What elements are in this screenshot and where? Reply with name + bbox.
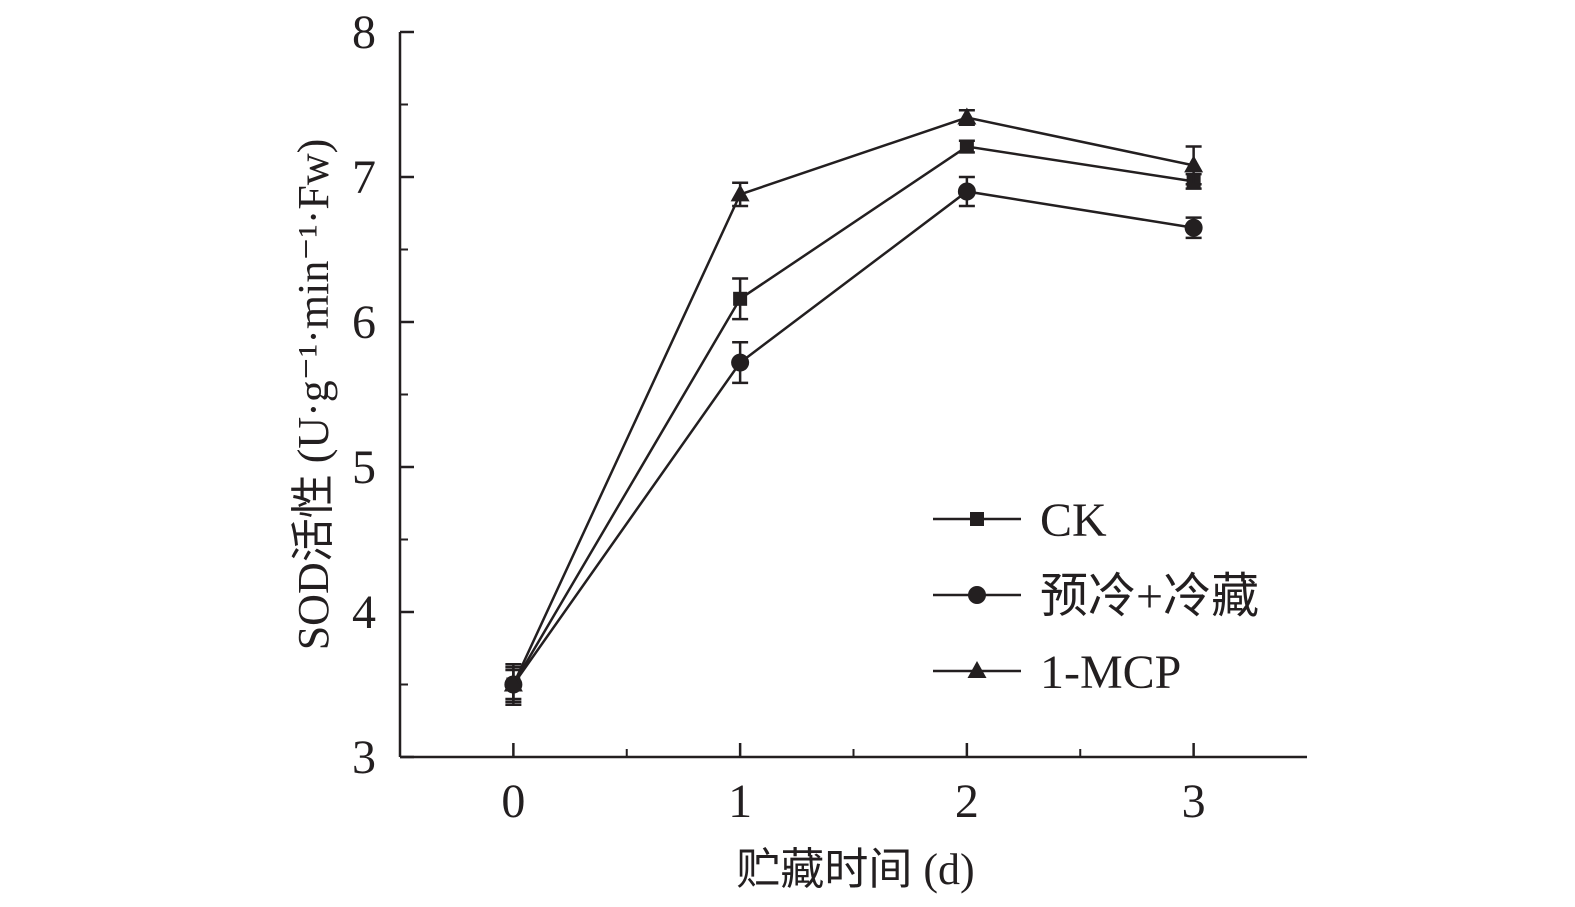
data-point — [957, 182, 976, 201]
legend-item: CK — [933, 494, 1107, 547]
data-point — [957, 107, 977, 125]
legend-item: 1-MCP — [933, 646, 1181, 699]
data-point — [730, 184, 750, 202]
legend-label: 预冷+冷藏 — [1040, 570, 1259, 623]
series-triangle — [503, 107, 1204, 701]
series-line — [512, 190, 1194, 686]
y-axis-label: SOD活性 (U·g⁻¹·min⁻¹·Fw) — [289, 139, 338, 651]
plot-area — [503, 107, 1204, 707]
series-line — [512, 145, 1194, 686]
legend-label: CK — [1040, 494, 1107, 547]
x-tick-label: 0 — [501, 775, 525, 828]
x-tick-label: 1 — [728, 775, 752, 828]
legend-marker — [967, 661, 987, 678]
data-point — [731, 353, 750, 372]
y-tick-label: 7 — [352, 151, 376, 204]
data-point — [1184, 155, 1204, 173]
x-tick-label: 3 — [1182, 775, 1206, 828]
legend-item: 预冷+冷藏 — [933, 570, 1259, 623]
axes: 3 4 5 6 7 8 0 1 2 3 — [352, 6, 1307, 828]
legend-marker — [970, 512, 984, 526]
legend-label: 1-MCP — [1040, 646, 1181, 699]
y-tick-label: 3 — [352, 731, 376, 784]
y-tick-label: 8 — [352, 6, 376, 59]
x-axis-label: 贮藏时间 (d) — [736, 845, 974, 894]
data-point — [733, 291, 748, 306]
data-point — [959, 139, 974, 154]
legend-marker — [968, 586, 986, 604]
y-tick-label: 4 — [352, 586, 376, 639]
x-tick-label: 2 — [955, 775, 979, 828]
y-tick-label: 5 — [352, 441, 376, 494]
legend: CK 预冷+冷藏 1-MCP — [933, 494, 1259, 699]
y-tick-label: 6 — [352, 296, 376, 349]
data-point — [1184, 218, 1203, 237]
series-line — [512, 116, 1194, 686]
data-point — [503, 674, 523, 692]
series-circle — [504, 175, 1203, 707]
